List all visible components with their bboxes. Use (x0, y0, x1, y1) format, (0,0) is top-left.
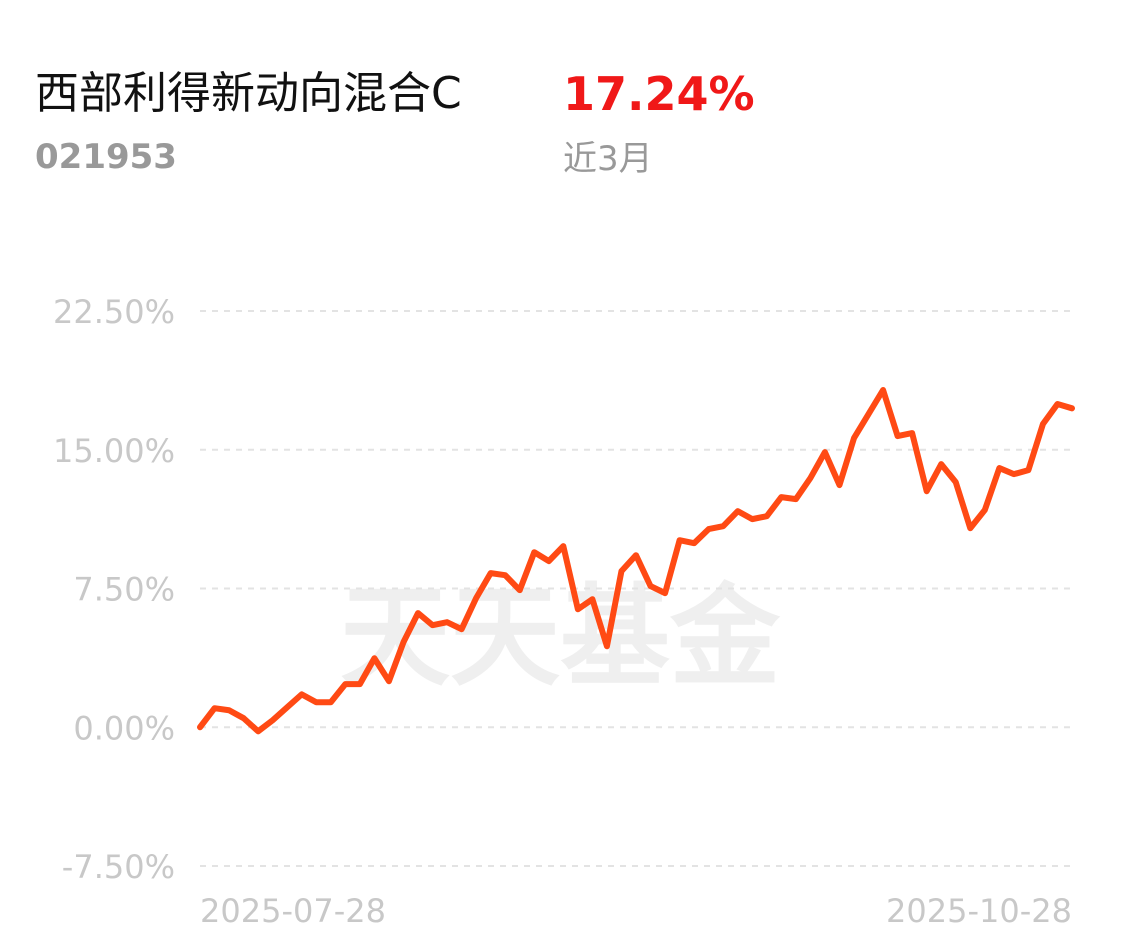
x-tick-label: 2025-07-28 (200, 892, 386, 930)
line-series (197, 386, 1075, 735)
y-tick-label: 15.00% (53, 432, 175, 470)
y-tick-label: 22.50% (53, 293, 175, 331)
y-tick-label: 7.50% (73, 571, 175, 609)
y-tick-label: 0.00% (73, 709, 175, 747)
fund-code: 021953 (35, 137, 177, 177)
watermark: 天天基金 (340, 573, 781, 701)
period-label: 近3月 (563, 139, 653, 179)
fund-return: 17.24% (563, 67, 755, 121)
y-tick-label: -7.50% (62, 848, 175, 886)
fund-title: 西部利得新动向混合C (35, 68, 462, 119)
x-tick-label: 2025-10-28 (886, 892, 1072, 930)
